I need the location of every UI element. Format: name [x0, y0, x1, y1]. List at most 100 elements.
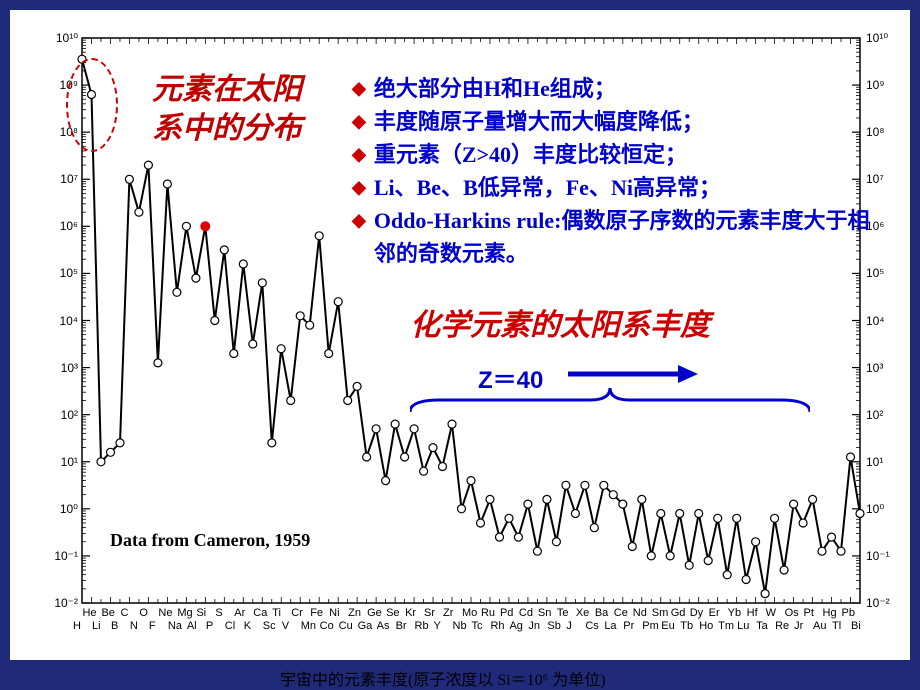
element-label: Na [168, 620, 182, 632]
h-he-ellipse [66, 58, 118, 152]
element-label: Cl [225, 620, 235, 632]
element-label: Jr [794, 620, 803, 632]
element-label: Ge [367, 607, 382, 619]
element-label: Ta [756, 620, 768, 632]
element-label: Tb [680, 620, 693, 632]
element-label: H [73, 620, 81, 632]
element-label: Si [196, 607, 206, 619]
element-label: O [139, 607, 148, 619]
element-label: La [604, 620, 616, 632]
ytick-right: 10⁰ [866, 502, 920, 516]
element-label: Fe [310, 607, 323, 619]
ytick-right: 10⁷ [866, 172, 920, 186]
bullet-text: 重元素（Z>40）丰度比较恒定； [374, 138, 687, 171]
element-label: Jn [528, 620, 540, 632]
ytick-left: 10⁴ [18, 314, 78, 328]
bullet-text: 绝大部分由H和He组成； [374, 72, 616, 105]
element-label: Nd [633, 607, 647, 619]
chart-panel: 10⁻²10⁻¹10⁰10¹10²10³10⁴10⁵10⁶10⁷10⁸10⁹10… [10, 10, 910, 660]
bullet-list: ◆绝大部分由H和He组成；◆丰度随原子量增大而大幅度降低；◆重元素（Z>40）丰… [352, 72, 872, 270]
element-label: Eu [661, 620, 674, 632]
element-label: Sn [538, 607, 551, 619]
element-label: Ru [481, 607, 495, 619]
element-label: Sr [424, 607, 435, 619]
bullet-item: ◆ Oddo-Harkins rule:偶数原子序数的元素丰度大于相邻的奇数元素。 [352, 204, 872, 270]
bullet-item: ◆ 重元素（Z>40）丰度比较恒定； [352, 138, 872, 171]
ytick-right: 10² [866, 408, 920, 422]
ytick-right: 10¹ [866, 455, 920, 469]
ytick-left: 10³ [18, 361, 78, 375]
element-label: Mg [177, 607, 192, 619]
element-label: C [120, 607, 128, 619]
element-label: Ca [253, 607, 267, 619]
element-label: Ba [595, 607, 608, 619]
element-label: He [82, 607, 96, 619]
element-label: K [244, 620, 251, 632]
ytick-right: 10⁵ [866, 266, 920, 280]
element-label: Zr [443, 607, 453, 619]
element-label: Tm [718, 620, 734, 632]
element-label: N [130, 620, 138, 632]
element-label: Rh [490, 620, 504, 632]
element-label: Cu [339, 620, 353, 632]
data-credit: Data from Cameron, 1959 [110, 530, 310, 551]
bullet-text: 丰度随原子量增大而大幅度降低； [374, 105, 704, 138]
ytick-right: 10⁻² [866, 596, 920, 610]
bullet-item: ◆Li、Be、B低异常，Fe、Ni高异常； [352, 171, 872, 204]
element-label: Mo [462, 607, 477, 619]
slide-title: 元素在太阳 系中的分布 [152, 70, 302, 148]
element-label: Bi [851, 620, 861, 632]
element-label: B [111, 620, 118, 632]
title-line1: 元素在太阳 [152, 70, 302, 109]
diamond-icon: ◆ [352, 141, 366, 168]
element-label: Br [396, 620, 407, 632]
element-label: Ti [272, 607, 281, 619]
bullet-item: ◆绝大部分由H和He组成； [352, 72, 872, 105]
title-line2: 系中的分布 [152, 109, 302, 148]
element-label: Pb [842, 607, 855, 619]
element-label: S [215, 607, 222, 619]
element-label: Ce [614, 607, 628, 619]
element-label: Hf [747, 607, 758, 619]
bullet-text: Oddo-Harkins rule:偶数原子序数的元素丰度大于相邻的奇数元素。 [374, 204, 872, 270]
element-label: Ar [234, 607, 245, 619]
element-label: P [206, 620, 213, 632]
element-label: Cr [291, 607, 303, 619]
figure-caption: 宇宙中的元素丰度(原子浓度以 Si＝10⁶ 为单位) [280, 666, 606, 690]
element-label: Li [92, 620, 101, 632]
element-label: Gd [671, 607, 686, 619]
element-label: Yb [728, 607, 741, 619]
ytick-left: 10⁷ [18, 172, 78, 186]
element-label: Te [557, 607, 569, 619]
element-label: Cd [519, 607, 533, 619]
element-label: As [377, 620, 390, 632]
ytick-right: 10⁸ [866, 125, 920, 139]
element-label: Dy [690, 607, 703, 619]
element-label: Ni [329, 607, 339, 619]
bullet-item: ◆丰度随原子量增大而大幅度降低； [352, 105, 872, 138]
element-label: Pt [804, 607, 814, 619]
element-label: Rb [415, 620, 429, 632]
element-label: Au [813, 620, 826, 632]
element-label: Y [434, 620, 441, 632]
ytick-left: 10⁻¹ [18, 549, 78, 563]
element-label: Ho [699, 620, 713, 632]
element-label: Ag [509, 620, 522, 632]
subtitle: 化学元素的太阳系丰度 [410, 300, 710, 344]
ytick-right: 10⁹ [866, 78, 920, 92]
element-label: Xe [576, 607, 589, 619]
element-label: Hg [823, 607, 837, 619]
element-label: Pd [500, 607, 513, 619]
element-label: Zn [348, 607, 361, 619]
ytick-right: 10⁶ [866, 219, 920, 233]
ytick-left: 10⁰ [18, 502, 78, 516]
ytick-left: 10⁻² [18, 596, 78, 610]
slide-page: 10⁻² 10⁻¹ 10⁰ 10¹ 10² 10³ 10⁴ 10⁵ 10⁶ 10⁷ 10⁸ 10⁹ 10… [0, 0, 920, 690]
ytick-right: 10¹⁰ [866, 31, 920, 45]
ytick-right: 10⁴ [866, 314, 920, 328]
element-label: Er [709, 607, 720, 619]
element-label: Sm [652, 607, 669, 619]
element-label: Os [785, 607, 799, 619]
element-label: J [566, 620, 572, 632]
diamond-icon: ◆ [352, 207, 366, 234]
